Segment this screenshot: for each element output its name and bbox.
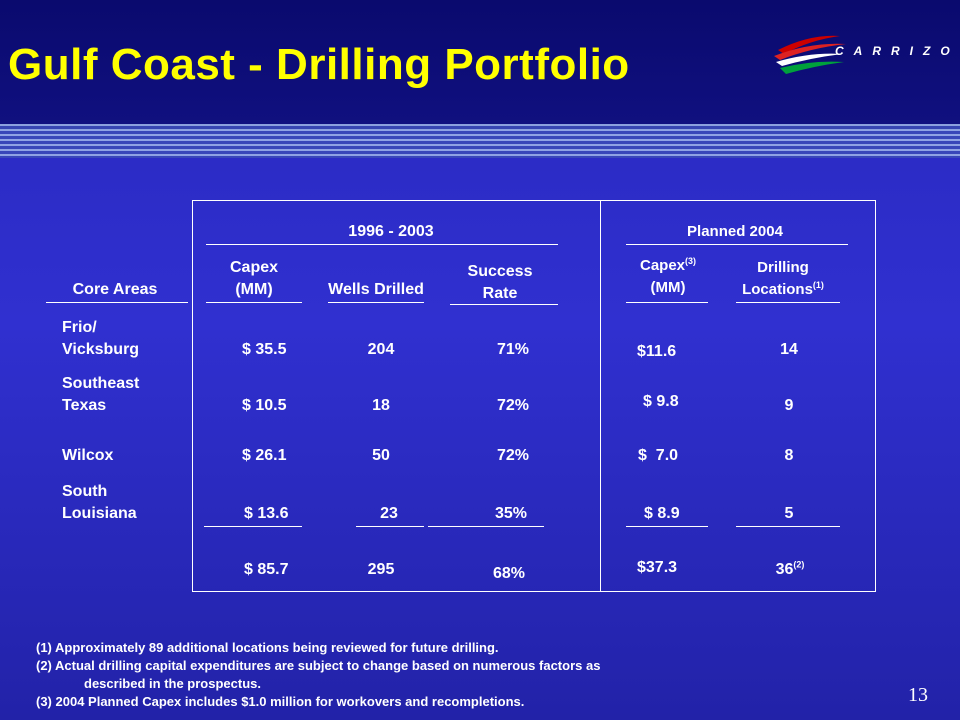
row-2-locations: 9 [784,397,794,414]
row-3-capex2004: $ 7.0 [638,447,679,464]
capex-underline [206,302,302,303]
row-2-wells: 18 [372,397,390,414]
page-title: Gulf Coast - Drilling Portfolio [8,40,630,89]
header-success-line1: Success [467,263,533,280]
total-capex2004-underline [626,526,708,527]
row-3-success: 72% [496,447,530,464]
total-capex: $ 85.7 [244,561,289,578]
total-wells-underline [356,526,424,527]
success-underline [450,304,558,305]
row-1-locations: 14 [780,341,798,358]
footnote-2-cont: described in the prospectus. [84,676,261,691]
row-1-capex2004: $11.6 [637,343,677,360]
row-4-wells: 23 [380,505,398,522]
row-4-area-line2: Louisiana [62,505,137,522]
planned-heading: Planned 2004 [687,223,783,240]
total-capex-underline [204,526,302,527]
carrizo-logo-icon [774,35,846,74]
row-1-area-line2: Vicksburg [62,341,140,358]
row-4-area-line1: South [62,483,108,500]
drilling-underline [736,302,840,303]
header-success-line2: Rate [482,285,518,302]
total-locations-underline [736,526,840,527]
footnote-3: (3) 2004 Planned Capex includes $1.0 mil… [36,694,525,709]
row-1-wells: 204 [367,341,395,358]
row-2-capex2004: $ 9.8 [643,393,679,410]
period-underline [206,244,558,245]
row-4-success: 35% [494,505,528,522]
header-drilling-line2: Locations(1) [742,280,824,299]
row-2-success: 72% [496,397,530,414]
total-success-underline [428,526,544,527]
history-table-frame [192,200,600,592]
row-1-capex: $ 35.5 [242,341,287,358]
capex2004-underline [626,302,708,303]
header-wells-drilled: Wells Drilled [328,281,424,298]
core-areas-underline [46,302,188,303]
header-core-areas: Core Areas [72,281,158,298]
header-stripes [0,124,960,158]
page-number: 13 [908,684,928,706]
row-4-capex2004: $ 8.9 [644,505,680,522]
footnote-2: (2) Actual drilling capital expenditures… [36,658,601,673]
row-3-wells: 50 [372,447,390,464]
row-1-success: 71% [496,341,530,358]
row-4-locations: 5 [784,505,794,522]
period-heading: 1996 - 2003 [348,223,434,240]
header-capex-line2: (MM) [235,281,273,298]
row-2-area-line2: Texas [62,397,107,414]
row-2-area-line1: Southeast [62,375,140,392]
header-drilling-line1: Drilling [757,259,809,276]
wells-underline [328,302,424,303]
total-capex2004: $37.3 [637,559,678,576]
row-3-area-line2: Wilcox [62,447,114,464]
row-2-capex: $ 10.5 [242,397,287,414]
total-locations: 36(2) [775,559,805,578]
total-wells: 295 [367,561,395,578]
row-3-locations: 8 [784,447,794,464]
header-capex2004-line2: (MM) [650,279,686,296]
row-3-capex: $ 26.1 [242,447,287,464]
footnote-1: (1) Approximately 89 additional location… [36,640,499,655]
header-capex-line1: Capex [229,259,279,276]
planned-table-frame [600,200,876,592]
row-4-capex: $ 13.6 [244,505,289,522]
row-1-area-line1: Frio/ [62,319,97,336]
header-capex2004-line1: Capex(3) [639,256,697,275]
total-success: 68% [492,565,526,582]
planned-underline [626,244,848,245]
logo-text: CARRIZO [835,44,960,58]
